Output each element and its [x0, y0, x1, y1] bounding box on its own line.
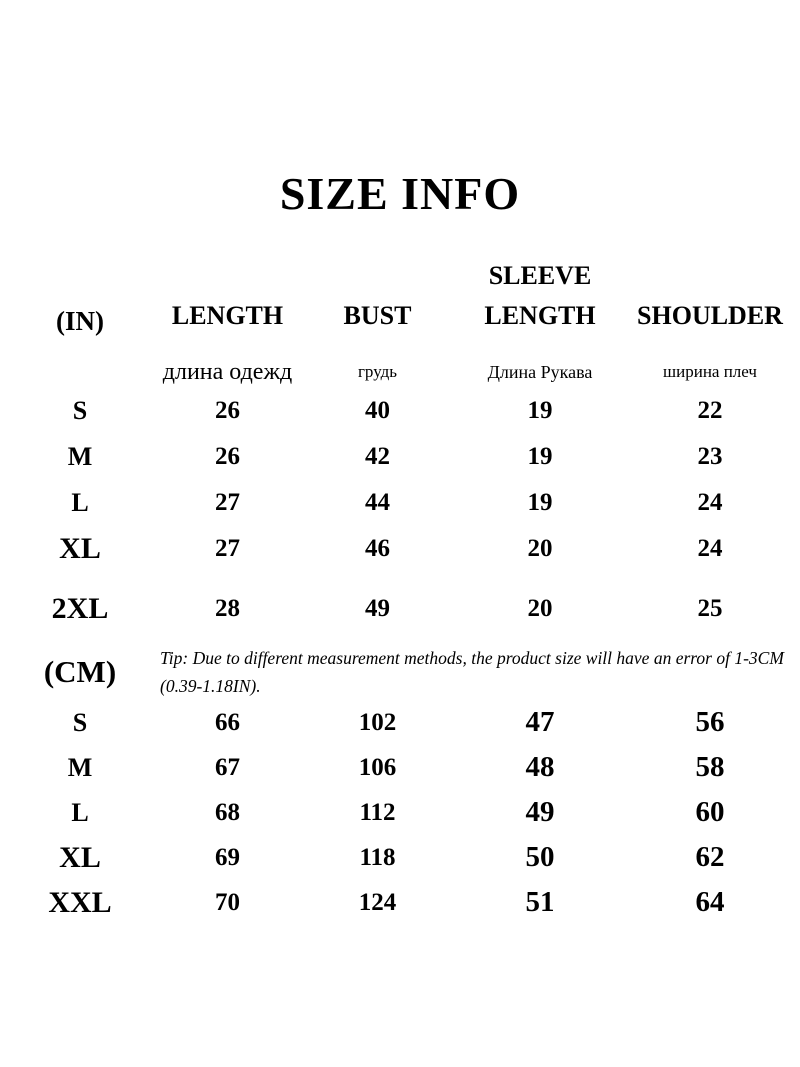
ru-label-length: длина одежд [162, 358, 293, 385]
shoulder-value-cell: 25 [697, 595, 723, 622]
cm-row-xl: XL 69 118 50 62 [0, 835, 800, 880]
tip-line-2: (0.39-1.18IN). [160, 676, 261, 696]
shoulder-value-cell: 56 [695, 706, 725, 738]
sleeve-value-cell: 49 [525, 796, 555, 828]
length-value-cell: 66 [215, 708, 240, 736]
size-cell: XL [59, 532, 101, 565]
sleeve-value-cell: 19 [527, 489, 553, 516]
bust-value-cell: 102 [358, 708, 397, 736]
cm-row-m: M 67 106 48 58 [0, 745, 800, 790]
sleeve-value-cell: 20 [527, 595, 553, 622]
bust-value-cell: 44 [365, 489, 390, 516]
shoulder-value-cell: 64 [695, 886, 725, 918]
shoulder-value-cell: 23 [697, 443, 723, 470]
measurement-tip-text: Tip: Due to different measurement method… [160, 644, 800, 700]
bust-value-cell: 40 [365, 397, 390, 424]
ru-label-sleeve: Длина Рукава [487, 361, 593, 382]
bust-value-cell: 42 [365, 443, 390, 470]
bust-value-cell: 106 [358, 753, 397, 781]
shoulder-value-cell: 24 [697, 535, 723, 562]
bust-value-cell: 112 [359, 798, 396, 826]
length-value-cell: 70 [215, 888, 240, 916]
shoulder-value-cell: 24 [697, 489, 723, 516]
in-row-xl: XL 27 46 20 24 [0, 526, 800, 572]
in-row-l: L 27 44 19 24 [0, 480, 800, 526]
length-value-cell: 68 [215, 798, 240, 826]
length-value-cell: 28 [215, 595, 240, 622]
cm-tip-row: (CM) Tip: Due to different measurement m… [0, 644, 800, 700]
size-cell: L [71, 488, 89, 517]
col-header-shoulder: SHOULDER [637, 301, 783, 330]
size-cell: XXL [48, 885, 112, 919]
size-cell: L [71, 797, 89, 827]
length-value-cell: 27 [215, 535, 240, 562]
size-cell: S [72, 707, 88, 737]
page-title: SIZE INFO [279, 168, 521, 219]
russian-subheader-row: длина одежд грудь Длина Рукава ширина пл… [0, 356, 800, 388]
in-row-s: S 26 40 19 22 [0, 388, 800, 434]
length-value-cell: 26 [215, 443, 240, 470]
shoulder-value-cell: 22 [697, 397, 723, 424]
bust-value-cell: 118 [359, 843, 396, 871]
col-header-sleeve-length: SLEEVE LENGTH [460, 256, 620, 336]
size-cell: M [67, 752, 93, 782]
col-header-length: LENGTH [171, 301, 284, 330]
length-value-cell: 69 [215, 843, 240, 871]
sleeve-value-cell: 20 [527, 535, 553, 562]
in-row-2xl: 2XL 28 49 20 25 [0, 586, 800, 632]
sleeve-value-cell: 50 [525, 841, 555, 873]
sleeve-value-cell: 19 [527, 397, 553, 424]
sleeve-header-line2: LENGTH [484, 301, 596, 330]
col-header-bust: BUST [343, 301, 412, 330]
shoulder-value-cell: 58 [695, 751, 725, 783]
cm-row-xxl: XXL 70 124 51 64 [0, 880, 800, 925]
sleeve-value-cell: 47 [525, 706, 555, 738]
cm-row-s: S 66 102 47 56 [0, 700, 800, 745]
cm-row-l: L 68 112 49 60 [0, 790, 800, 835]
unit-cm-label: (CM) [43, 654, 117, 689]
bust-value-cell: 124 [358, 888, 397, 916]
tip-line-1: Tip: Due to different measurement method… [160, 648, 784, 668]
length-value-cell: 27 [215, 489, 240, 516]
bust-value-cell: 49 [365, 595, 390, 622]
sleeve-value-cell: 51 [525, 886, 555, 918]
length-value-cell: 26 [215, 397, 240, 424]
ru-label-shoulder: ширина плеч [663, 362, 757, 381]
table-header-row: (IN) LENGTH BUST SLEEVE LENGTH SHOULDER [0, 256, 800, 336]
in-row-m: M 26 42 19 23 [0, 434, 800, 480]
sleeve-value-cell: 48 [525, 751, 555, 783]
sleeve-value-cell: 19 [527, 443, 553, 470]
shoulder-value-cell: 60 [695, 796, 725, 828]
size-cell: S [72, 396, 88, 425]
size-cell: XL [59, 840, 101, 874]
unit-in-label: (IN) [56, 306, 104, 336]
bust-value-cell: 46 [365, 535, 390, 562]
size-cell: M [67, 442, 93, 471]
shoulder-value-cell: 62 [695, 841, 725, 873]
size-cell: 2XL [51, 592, 109, 625]
length-value-cell: 67 [215, 753, 240, 781]
ru-label-bust: грудь [357, 362, 398, 381]
sleeve-header-line1: SLEEVE [488, 261, 592, 290]
